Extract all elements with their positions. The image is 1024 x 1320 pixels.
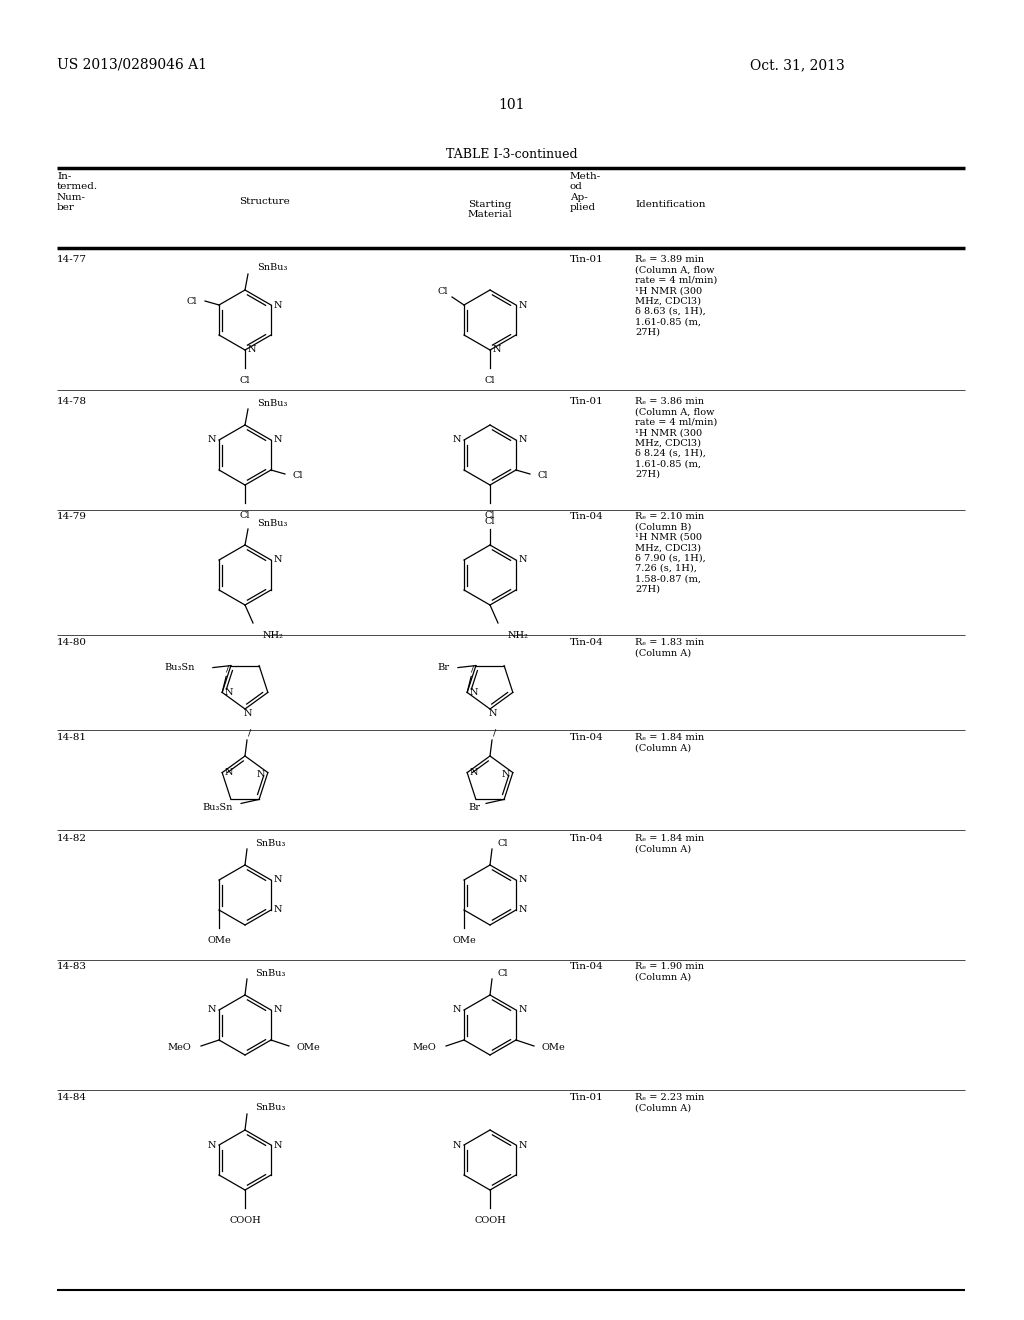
Text: COOH: COOH: [229, 1216, 261, 1225]
Text: 14-81: 14-81: [57, 733, 87, 742]
Text: US 2013/0289046 A1: US 2013/0289046 A1: [57, 58, 207, 73]
Text: N: N: [519, 436, 527, 445]
Text: Tin-04: Tin-04: [570, 962, 604, 972]
Text: TABLE I-3-continued: TABLE I-3-continued: [446, 148, 578, 161]
Text: N: N: [273, 556, 283, 565]
Text: N: N: [244, 709, 252, 718]
Text: N: N: [208, 436, 216, 445]
Text: N: N: [225, 768, 233, 777]
Text: NH₂: NH₂: [263, 631, 284, 640]
Text: SnBu₃: SnBu₃: [255, 1104, 286, 1113]
Text: Rₑ = 1.84 min
(Column A): Rₑ = 1.84 min (Column A): [635, 733, 705, 752]
Text: Cl: Cl: [498, 838, 509, 847]
Text: Oct. 31, 2013: Oct. 31, 2013: [750, 58, 845, 73]
Text: N: N: [208, 1140, 216, 1150]
Text: COOH: COOH: [474, 1216, 506, 1225]
Text: N: N: [273, 301, 283, 309]
Text: OMe: OMe: [207, 936, 230, 945]
Text: Cl: Cl: [186, 297, 197, 305]
Text: N: N: [502, 770, 510, 779]
Text: Tin-04: Tin-04: [570, 638, 604, 647]
Text: Br: Br: [468, 803, 480, 812]
Text: 14-78: 14-78: [57, 397, 87, 407]
Text: N: N: [273, 1006, 283, 1015]
Text: 14-84: 14-84: [57, 1093, 87, 1102]
Text: N: N: [519, 1006, 527, 1015]
Text: /: /: [493, 729, 497, 738]
Text: N: N: [257, 770, 265, 779]
Text: Structure: Structure: [240, 197, 291, 206]
Text: 101: 101: [499, 98, 525, 112]
Text: N: N: [519, 875, 527, 884]
Text: MeO: MeO: [413, 1044, 436, 1052]
Text: 14-79: 14-79: [57, 512, 87, 521]
Text: Cl: Cl: [293, 471, 303, 480]
Text: Rₑ = 2.23 min
(Column A): Rₑ = 2.23 min (Column A): [635, 1093, 705, 1113]
Text: Rₑ = 1.84 min
(Column A): Rₑ = 1.84 min (Column A): [635, 834, 705, 854]
Text: N: N: [493, 346, 502, 355]
Text: Br: Br: [438, 663, 450, 672]
Text: N: N: [519, 906, 527, 915]
Text: /: /: [225, 665, 228, 675]
Text: Cl: Cl: [484, 511, 496, 520]
Text: SnBu₃: SnBu₃: [255, 838, 286, 847]
Text: Rₑ = 2.10 min
(Column B)
¹H NMR (500
MHz, CDCl3)
δ 7.90 (s, 1H),
7.26 (s, 1H),
1: Rₑ = 2.10 min (Column B) ¹H NMR (500 MHz…: [635, 512, 706, 594]
Text: OMe: OMe: [453, 936, 476, 945]
Text: N: N: [273, 436, 283, 445]
Text: In-
termed.
Num-
ber: In- termed. Num- ber: [57, 172, 98, 213]
Text: N: N: [519, 556, 527, 565]
Text: Tin-04: Tin-04: [570, 512, 604, 521]
Text: N: N: [225, 688, 233, 697]
Text: 14-83: 14-83: [57, 962, 87, 972]
Text: Tin-01: Tin-01: [570, 255, 604, 264]
Text: SnBu₃: SnBu₃: [257, 264, 288, 272]
Text: MeO: MeO: [167, 1044, 191, 1052]
Text: Cl: Cl: [240, 511, 250, 520]
Text: /: /: [471, 665, 474, 675]
Text: SnBu₃: SnBu₃: [255, 969, 286, 978]
Text: Rₑ = 1.90 min
(Column A): Rₑ = 1.90 min (Column A): [635, 962, 705, 981]
Text: Cl: Cl: [484, 376, 496, 385]
Text: N: N: [488, 709, 498, 718]
Text: Cl: Cl: [437, 286, 449, 296]
Text: 14-80: 14-80: [57, 638, 87, 647]
Text: 14-77: 14-77: [57, 255, 87, 264]
Text: 14-82: 14-82: [57, 834, 87, 843]
Text: N: N: [470, 688, 478, 697]
Text: N: N: [453, 436, 461, 445]
Text: OMe: OMe: [297, 1044, 321, 1052]
Text: Meth-
od
Ap-
plied: Meth- od Ap- plied: [570, 172, 601, 213]
Text: N: N: [470, 768, 478, 777]
Text: N: N: [453, 1140, 461, 1150]
Text: SnBu₃: SnBu₃: [257, 519, 288, 528]
Text: Tin-04: Tin-04: [570, 733, 604, 742]
Text: Bu₃Sn: Bu₃Sn: [165, 663, 195, 672]
Text: NH₂: NH₂: [508, 631, 528, 640]
Text: Cl: Cl: [484, 517, 496, 527]
Text: Bu₃Sn: Bu₃Sn: [203, 803, 233, 812]
Text: Tin-01: Tin-01: [570, 397, 604, 407]
Text: N: N: [273, 1140, 283, 1150]
Text: Cl: Cl: [240, 376, 250, 385]
Text: N: N: [519, 1140, 527, 1150]
Text: Rₑ = 3.86 min
(Column A, flow
rate = 4 ml/min)
¹H NMR (300
MHz, CDCl3)
δ 8.24 (s: Rₑ = 3.86 min (Column A, flow rate = 4 m…: [635, 397, 717, 479]
Text: Starting
Material: Starting Material: [468, 201, 512, 219]
Text: N: N: [519, 301, 527, 309]
Text: Cl: Cl: [538, 471, 549, 480]
Text: SnBu₃: SnBu₃: [257, 399, 288, 408]
Text: Rₑ = 1.83 min
(Column A): Rₑ = 1.83 min (Column A): [635, 638, 705, 657]
Text: N: N: [248, 346, 256, 355]
Text: /: /: [248, 729, 251, 738]
Text: N: N: [453, 1006, 461, 1015]
Text: N: N: [273, 906, 283, 915]
Text: Rₑ = 3.89 min
(Column A, flow
rate = 4 ml/min)
¹H NMR (300
MHz, CDCl3)
δ 8.63 (s: Rₑ = 3.89 min (Column A, flow rate = 4 m…: [635, 255, 717, 337]
Text: Identification: Identification: [635, 201, 706, 209]
Text: Tin-01: Tin-01: [570, 1093, 604, 1102]
Text: OMe: OMe: [542, 1044, 565, 1052]
Text: Tin-04: Tin-04: [570, 834, 604, 843]
Text: N: N: [273, 875, 283, 884]
Text: N: N: [208, 1006, 216, 1015]
Text: Cl: Cl: [498, 969, 509, 978]
